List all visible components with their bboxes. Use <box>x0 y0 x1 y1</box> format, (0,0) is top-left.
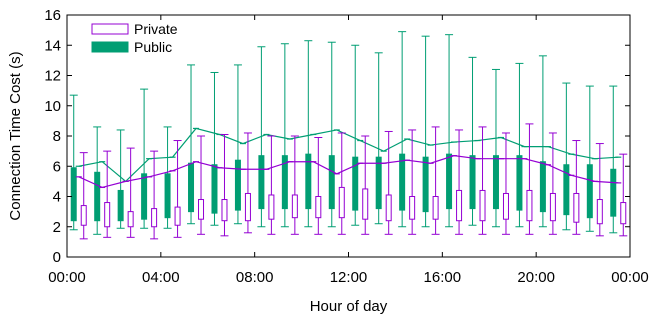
box <box>211 164 218 214</box>
box <box>234 159 241 211</box>
x-tick-label: 00:00 <box>611 269 649 286</box>
y-tick-label: 10 <box>44 98 61 115</box>
box <box>596 199 603 225</box>
x-axis-label: Hour of day <box>310 298 388 315</box>
y-tick-label: 12 <box>44 68 61 85</box>
box <box>338 186 345 219</box>
box <box>563 164 570 216</box>
box <box>539 161 546 213</box>
box <box>526 189 533 222</box>
x-tick-label: 20:00 <box>517 269 555 286</box>
legend-swatch <box>91 41 129 53</box>
box <box>446 153 453 210</box>
box <box>409 196 416 220</box>
mean-line <box>78 127 619 183</box>
box <box>258 155 265 210</box>
box <box>94 171 101 222</box>
box <box>362 188 369 220</box>
box <box>268 194 275 220</box>
box <box>188 162 195 213</box>
box <box>399 153 406 211</box>
box <box>104 202 111 228</box>
box <box>516 155 523 211</box>
box <box>70 167 77 222</box>
box <box>117 189 124 222</box>
box <box>174 206 181 226</box>
box <box>281 155 288 210</box>
box <box>479 189 486 222</box>
axis-ticks: 0 2 4 6 8 10 12 14 16 00:00 04:00 08:00 12:00 16:00 20… <box>44 7 648 286</box>
box <box>164 173 171 219</box>
x-tick-label: 08:00 <box>236 269 274 286</box>
box <box>492 155 499 210</box>
box <box>80 205 87 226</box>
y-axis-label: Connection Time Cost (s) <box>7 51 24 220</box>
y-tick-label: 14 <box>44 37 61 54</box>
box <box>151 208 158 228</box>
box <box>610 168 617 217</box>
box <box>422 156 429 213</box>
box <box>141 173 148 220</box>
box <box>469 155 476 210</box>
x-tick-label: 00:00 <box>48 269 86 286</box>
legend: Private Public <box>91 21 178 55</box>
box <box>305 153 312 210</box>
box <box>127 211 134 228</box>
box <box>291 194 298 219</box>
box <box>456 189 463 222</box>
series-filled <box>69 31 622 235</box>
box <box>432 196 439 220</box>
box <box>620 202 627 225</box>
y-tick-label: 2 <box>53 219 61 236</box>
legend-label: Public <box>134 39 172 55</box>
box <box>385 194 392 222</box>
y-tick-label: 16 <box>44 7 61 24</box>
x-tick-label: 04:00 <box>142 269 180 286</box>
mean-line <box>78 155 619 189</box>
box <box>549 192 556 222</box>
y-tick-label: 4 <box>53 189 61 206</box>
y-tick-label: 6 <box>53 158 61 175</box>
box <box>352 156 359 211</box>
series-hollow <box>75 123 628 240</box>
legend-swatch <box>91 23 129 35</box>
y-tick-label: 0 <box>53 249 61 266</box>
plot-marks <box>69 31 628 240</box>
legend-label: Private <box>134 21 178 37</box>
y-tick-label: 8 <box>53 128 61 145</box>
box <box>328 155 335 210</box>
box <box>221 199 228 222</box>
box <box>586 164 593 219</box>
box <box>573 192 580 223</box>
box <box>198 199 205 220</box>
box <box>244 192 251 222</box>
box <box>315 196 322 219</box>
box <box>502 192 509 220</box>
x-tick-label: 16:00 <box>424 269 462 286</box>
x-tick-label: 12:00 <box>330 269 368 286</box>
box <box>375 156 382 210</box>
